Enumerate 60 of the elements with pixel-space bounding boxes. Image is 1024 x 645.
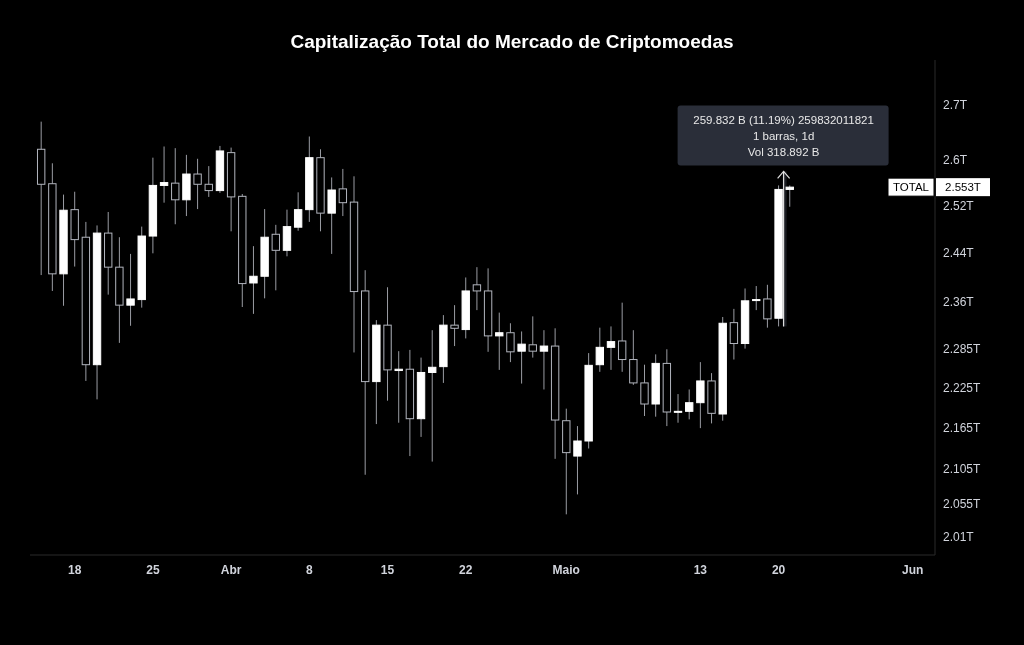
chart-title: Capitalização Total do Mercado de Criptomoedas <box>290 31 734 52</box>
y-tick-label: 2.01T <box>943 529 975 544</box>
candlestick <box>428 329 437 463</box>
candlestick <box>573 425 582 495</box>
candlestick <box>539 329 549 390</box>
candlestick <box>271 224 280 291</box>
candlestick <box>450 304 459 347</box>
candlestick <box>763 284 772 329</box>
text: 2.553T <box>945 181 981 194</box>
x-tick-label: 22 <box>459 563 473 577</box>
candlestick <box>249 245 258 315</box>
candlestick <box>528 315 537 359</box>
y-tick-label: 2.52T <box>943 199 975 214</box>
candlestick <box>629 329 638 386</box>
annotation: Vol 318.892 B <box>747 146 820 159</box>
y-tick-label: 2.6T <box>943 153 968 168</box>
annotation: TOTAL <box>893 181 930 194</box>
x-tick-label: 8 <box>305 563 313 577</box>
candlestick <box>193 158 202 210</box>
candlestick <box>785 184 794 208</box>
x-tick-label: 20 <box>771 563 786 577</box>
candlestick <box>204 165 213 198</box>
annotation: 1 barras, 1d <box>752 130 815 143</box>
candlestick <box>338 168 348 217</box>
x-tick-label: Jun <box>901 563 924 577</box>
y-tick-label: 2.055T <box>943 497 982 512</box>
x-tick-label: Abr <box>220 563 242 577</box>
candlestick <box>640 364 649 417</box>
y-tick-label: 2.285T <box>943 342 982 357</box>
x-tick-label: 25 <box>146 563 160 577</box>
candlestick <box>506 322 515 363</box>
annotation: 259.832 B (11.19%) 259832011821 <box>693 114 874 127</box>
y-tick-label: 2.165T <box>943 421 982 436</box>
x-tick-label: 15 <box>380 563 395 577</box>
candlestick <box>606 325 616 371</box>
candlestick <box>159 145 169 204</box>
candlestick <box>617 302 627 373</box>
candlestick <box>595 327 604 373</box>
candlestick <box>293 191 303 232</box>
y-tick-label: 2.36T <box>943 295 975 310</box>
x-tick-label: Maio <box>552 563 580 577</box>
candlestick <box>752 285 761 311</box>
candlestick <box>685 388 694 420</box>
candlestick <box>327 176 336 255</box>
y-tick-label: 2.44T <box>943 246 975 261</box>
y-tick-label: 2.105T <box>943 462 982 477</box>
candlestick <box>394 350 403 424</box>
candlestick <box>171 147 180 225</box>
candlestick <box>282 209 292 257</box>
y-tick-label: 2.225T <box>943 381 982 396</box>
candlestick <box>696 361 705 429</box>
candlestick <box>472 266 482 311</box>
y-tick-label: 2.7T <box>943 98 968 113</box>
candlestick <box>673 393 683 424</box>
candlestick <box>126 253 135 327</box>
candlestick <box>495 312 504 371</box>
candlestick <box>517 330 526 385</box>
x-tick-label: 18 <box>68 563 82 577</box>
candlestick <box>729 308 739 361</box>
x-tick-label: 13 <box>693 563 708 577</box>
